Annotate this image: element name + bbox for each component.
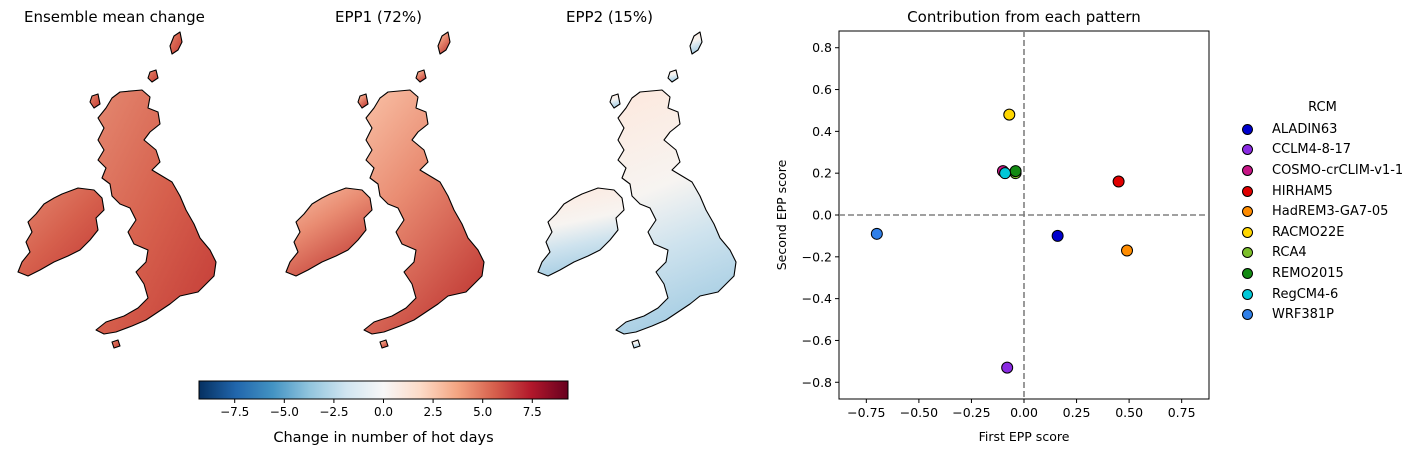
legend-marker (1242, 123, 1253, 135)
legend-label: RACMO22E (1272, 224, 1345, 240)
data-point (1112, 175, 1125, 188)
scatter-plot: Contribution from each pattern −0.75 −0.50… (774, 8, 1210, 444)
map-title-epp1: EPP1 (72%) (335, 8, 422, 26)
legend-entry: RACMO22E (1235, 222, 1410, 243)
data-point (1003, 108, 1016, 121)
legend-marker (1242, 144, 1253, 156)
legend-entry: RCA4 (1235, 243, 1410, 264)
map-epp1 (285, 31, 485, 349)
y-tick-label: 0.8 (812, 40, 832, 55)
legend-label: HIRHAM5 (1272, 183, 1333, 199)
data-point (870, 227, 883, 240)
legend-entry: ALADIN63 (1235, 119, 1410, 140)
x-tick-label: 0.25 (1063, 405, 1091, 420)
x-tick-label: 0.00 (1010, 405, 1038, 420)
legend-entry: HIRHAM5 (1235, 181, 1410, 202)
y-tick-label: −0.8 (802, 375, 832, 390)
map-fill-mean (17, 31, 217, 349)
map-panels (17, 31, 737, 349)
legend-label: COSMO-crCLIM-v1-1 (1272, 162, 1404, 178)
map-fill-epp1 (285, 31, 485, 349)
colorbar-tick-label: −2.5 (319, 405, 348, 419)
legend-label: ALADIN63 (1272, 121, 1338, 137)
legend-entry: REMO2015 (1235, 263, 1410, 284)
y-tick-label: −0.4 (802, 291, 832, 306)
map-fill-epp2 (537, 31, 737, 349)
x-tick-label: −0.50 (900, 405, 938, 420)
plot-title: Contribution from each pattern (907, 8, 1141, 26)
map-title-epp2: EPP2 (15%) (566, 8, 653, 26)
x-tick-label: −0.25 (952, 405, 990, 420)
colorbar-tick-label: −7.5 (220, 405, 249, 419)
legend-marker (1242, 164, 1253, 176)
legend-marker (1242, 226, 1253, 238)
x-tick-label: 0.50 (1115, 405, 1143, 420)
legend-entry: COSMO-crCLIM-v1-1 (1235, 160, 1410, 181)
y-tick-label: 0.4 (812, 124, 832, 139)
legend-entry: RegCM4-6 (1235, 284, 1410, 305)
legend-entry: HadREM3-GA7-05 (1235, 201, 1410, 222)
x-tick-label: −0.75 (847, 405, 885, 420)
legend-label: WRF381P (1272, 307, 1335, 323)
y-tick-label: −0.2 (802, 249, 832, 264)
colorbar-tick-label: 0.0 (374, 405, 393, 419)
legend-marker (1242, 185, 1253, 197)
legend-label: RegCM4-6 (1272, 286, 1339, 302)
legend-entry: CCLM4-8-17 (1235, 140, 1410, 161)
data-point (1051, 229, 1064, 242)
legend-label: CCLM4-8-17 (1272, 142, 1352, 158)
y-tick-label: 0.0 (812, 208, 832, 223)
colorbar-tick-label: 5.0 (473, 405, 492, 419)
y-axis-label: Second EPP score (774, 159, 789, 270)
legend-marker (1242, 206, 1253, 218)
legend-entries: ALADIN63 CCLM4-8-17 COSMO-crCLIM-v1-1 HIRHA… (1235, 119, 1410, 325)
legend-marker (1242, 247, 1253, 259)
legend-entry: WRF381P (1235, 304, 1410, 325)
y-tick-label: −0.6 (802, 333, 832, 348)
map-mean (17, 31, 217, 349)
map-epp2 (537, 31, 737, 349)
data-point (1121, 244, 1134, 257)
map-title-mean: Ensemble mean change (24, 8, 205, 26)
legend-label: HadREM3-GA7-05 (1272, 204, 1389, 220)
x-tick-label: 0.75 (1168, 405, 1196, 420)
y-tick-label: 0.6 (812, 82, 832, 97)
data-point (999, 167, 1012, 180)
legend-marker (1242, 288, 1253, 300)
legend-label: REMO2015 (1272, 265, 1344, 281)
legend-marker (1242, 309, 1253, 321)
colorbar-tick-label: −5.0 (270, 405, 299, 419)
colorbar-tick-label: 7.5 (523, 405, 542, 419)
data-point (1001, 361, 1014, 374)
legend-label: RCA4 (1272, 245, 1307, 261)
x-axis-label: First EPP score (979, 429, 1070, 444)
colorbar-label: Change in number of hot days (273, 430, 493, 446)
colorbar-gradient (198, 380, 569, 400)
data-point (1009, 165, 1022, 178)
legend: RCM ALADIN63 CCLM4-8-17 COSMO-crCLIM-v1-1 H… (1235, 100, 1410, 325)
colorbar-tick-label: 2.5 (424, 405, 443, 419)
colorbar: −7.5 −5.0 −2.5 0.0 2.5 5.0 7.5 Change in number… (198, 380, 569, 446)
legend-title: RCM (1308, 100, 1337, 115)
legend-marker (1242, 267, 1253, 279)
y-tick-label: 0.2 (812, 166, 832, 181)
